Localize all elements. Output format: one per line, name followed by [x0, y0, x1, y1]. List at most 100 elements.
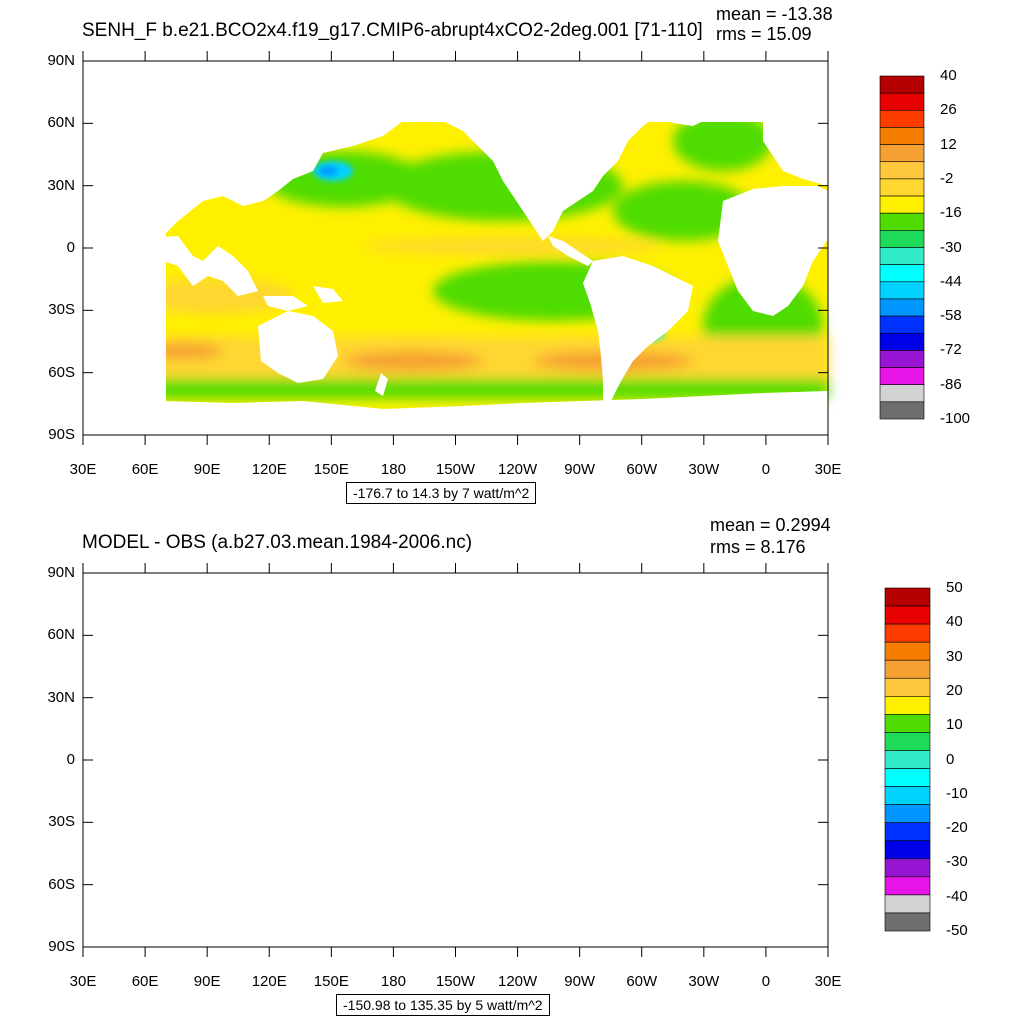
- colorbar-swatch: [884, 732, 931, 751]
- panel1-xtick-label: 120E: [251, 461, 287, 478]
- colorbar-swatch: [884, 840, 931, 860]
- panel2-ytick-label: 90N: [47, 564, 75, 581]
- colorbar-swatch: [879, 247, 925, 265]
- panel1-ytick-label: 60S: [48, 363, 75, 381]
- panel2-rms: rms = 8.176: [710, 537, 806, 557]
- colorbar-swatch: [884, 641, 931, 661]
- panel2-xtick-label: 0: [761, 973, 771, 990]
- panel1-colorbar-label: 40: [940, 67, 957, 84]
- panel2-ytick-label: 90S: [48, 938, 75, 955]
- panel2-xtick-label: 90W: [564, 973, 596, 990]
- panel2-map: [78, 573, 833, 947]
- colorbar-swatch: [884, 714, 931, 733]
- panel1-map: [166, 122, 828, 435]
- panel1-colorbar-label: -100: [940, 410, 971, 427]
- colorbar-swatch: [884, 858, 931, 878]
- panel2-xtick-label: 30E: [814, 973, 842, 990]
- panel2-xtick-label: 180: [380, 973, 406, 990]
- panel1-xtick-label: 150E: [313, 461, 349, 478]
- panel2-ticks: [82, 563, 829, 957]
- panel1-ytick-label: 90N: [47, 52, 75, 69]
- panel1-ytick-label: 0: [66, 239, 75, 256]
- colorbar-swatch: [879, 161, 925, 180]
- panel1-ytick-label: 30N: [47, 176, 75, 194]
- colorbar-swatch: [879, 281, 925, 300]
- panel2-colorbar-label: 50: [946, 579, 963, 596]
- panel2-title: MODEL - OBS (a.b27.03.mean.1984-2006.nc): [82, 532, 473, 553]
- colorbar-swatch: [879, 144, 925, 163]
- colorbar-swatch: [884, 750, 931, 769]
- panel2-xtick-label: 30W: [688, 973, 720, 990]
- panel1-title: SENH_F b.e21.BCO2x4.f19_g17.CMIP6-abrupt…: [82, 20, 703, 41]
- colorbar-swatch: [879, 298, 925, 317]
- colorbar-swatch: [879, 264, 925, 283]
- panel2-colorbar-label: 0: [946, 750, 955, 768]
- panel1-xtick-label: 0: [761, 461, 771, 478]
- panel1-xtick-label: 180: [380, 461, 406, 478]
- panel2-xtick-label: 120W: [497, 973, 538, 990]
- colorbar-swatch: [879, 127, 925, 145]
- colorbar-swatch: [884, 696, 931, 715]
- panel2-colorbar-label: 30: [946, 647, 963, 665]
- panel2-frame: [82, 572, 829, 948]
- colorbar-swatch: [884, 894, 931, 914]
- colorbar-swatch: [879, 195, 925, 214]
- panel2-ytick-label: 0: [66, 751, 75, 768]
- panel1-ticks: [82, 51, 829, 445]
- panel1-mean: mean = -13.38: [716, 4, 833, 24]
- panel1-colorbar-label: -16: [940, 204, 962, 222]
- panel2-colorbar-label: -40: [946, 887, 968, 905]
- panel1-xtick-label: 30W: [688, 461, 720, 478]
- colorbar-swatch: [879, 332, 925, 351]
- panel2-colorbar-label: -10: [946, 784, 968, 802]
- colorbar-swatch: [879, 367, 925, 385]
- panel1-xtick-label: 60W: [626, 461, 658, 478]
- panel2-colorbar-label: 20: [946, 681, 963, 699]
- panel2-colorbar: [884, 587, 931, 932]
- colorbar-swatch: [884, 822, 931, 842]
- panel1-ytick-label: 90S: [48, 426, 75, 443]
- panel2-xtick-label: 30E: [69, 973, 97, 990]
- panel2-ytick-label: 30S: [48, 813, 75, 831]
- panel2-colorbar-label: 40: [946, 613, 963, 631]
- panel1-colorbar-label: -2: [940, 169, 954, 187]
- panel1-colorbar-label: -86: [940, 375, 962, 393]
- panel1-xtick-label: 60E: [131, 461, 159, 478]
- colorbar-swatch: [884, 876, 931, 896]
- colorbar-swatch: [884, 768, 931, 787]
- panel2-xtick-label: 60W: [626, 973, 658, 990]
- colorbar-swatch: [879, 75, 925, 94]
- panel1-colorbar-label: -44: [940, 272, 962, 290]
- panel1-xtick-label: 90E: [193, 461, 221, 478]
- panel1-colorbar-label: 26: [940, 101, 957, 119]
- panel1-xtick-label: 30E: [69, 461, 97, 478]
- colorbar-swatch: [884, 786, 931, 805]
- panel1-colorbar-label: 12: [940, 135, 957, 153]
- colorbar-swatch: [879, 178, 925, 197]
- panel2-xtick-label: 120E: [251, 973, 287, 990]
- panel2-ytick-label: 60S: [48, 875, 75, 893]
- panel1-colorbar-label: -72: [940, 341, 962, 359]
- colorbar-swatch: [884, 605, 931, 625]
- panel2-range-label: -150.98 to 135.35 by 5 watt/m^2: [336, 994, 550, 1016]
- panel2-colorbar-label: -30: [946, 853, 968, 871]
- colorbar-swatch: [884, 804, 931, 823]
- panel2-xtick-label: 150E: [313, 973, 349, 990]
- panel2-colorbar-label: -50: [946, 922, 968, 939]
- colorbar-swatch: [879, 315, 925, 334]
- panel2-colorbar-label: 10: [946, 716, 963, 734]
- panel1-colorbar-label: -30: [940, 238, 962, 256]
- colorbar-swatch: [879, 401, 925, 420]
- panel1-colorbar-label: -58: [940, 307, 962, 325]
- panel2-xtick-label: 90E: [193, 973, 221, 990]
- colorbar-swatch: [879, 110, 925, 128]
- panel2-mean: mean = 0.2994: [710, 515, 831, 535]
- colorbar-swatch: [884, 912, 931, 932]
- colorbar-swatch: [879, 92, 925, 111]
- panel1-colorbar: [879, 75, 925, 420]
- panel1-xtick-label: 150W: [435, 461, 476, 478]
- panel1-xtick-label: 30E: [814, 461, 842, 478]
- panel1-ytick-label: 30S: [48, 301, 75, 319]
- colorbar-swatch: [884, 587, 931, 607]
